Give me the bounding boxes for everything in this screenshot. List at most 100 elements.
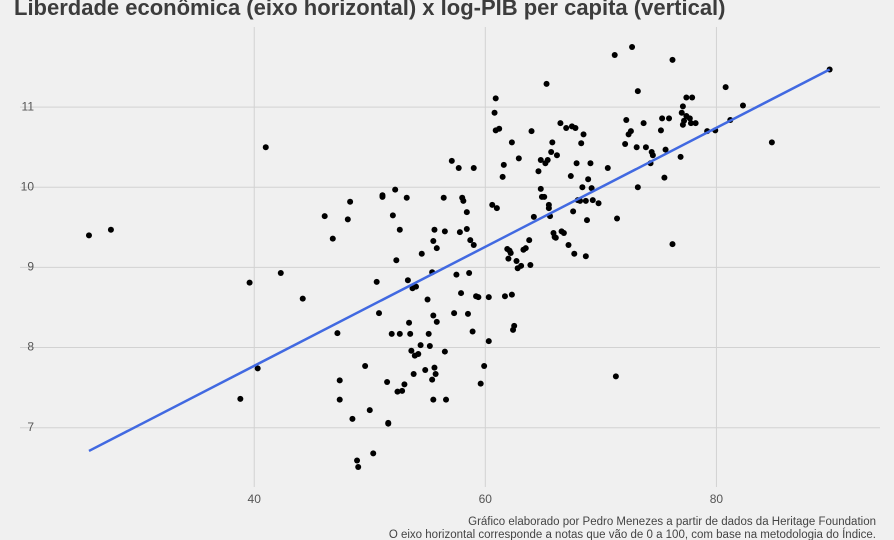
point [492,95,499,102]
grid: 7 8 9 10 11 40 60 80 [20,27,880,506]
point [573,160,580,167]
point [527,262,534,269]
point [485,294,492,301]
point [666,115,673,122]
point [578,140,585,147]
point [392,186,399,193]
point [394,388,401,395]
point [541,193,548,200]
marks [85,44,833,470]
point [321,213,328,220]
point [649,152,656,159]
point [634,184,641,191]
point [560,229,567,236]
point [424,296,431,303]
point [661,174,668,181]
point [669,241,676,248]
point [85,232,92,239]
point [262,144,269,151]
point [336,396,343,403]
point [418,250,425,257]
point [571,250,578,257]
point [407,330,414,337]
point [466,270,473,277]
point [388,330,395,337]
point [557,120,564,127]
point [470,241,477,248]
point [410,371,417,378]
point [440,194,447,201]
point [505,255,512,262]
point [433,245,440,252]
point [362,362,369,369]
point [349,415,356,422]
point [515,155,522,162]
point [431,226,438,233]
point [415,350,422,357]
point [299,295,306,302]
point [679,103,686,110]
point [491,109,498,116]
point [657,127,664,134]
point [489,201,496,208]
point [453,271,460,278]
point [589,197,596,204]
point [460,197,467,204]
point [334,330,341,337]
point [582,197,589,204]
point [499,173,506,180]
point [622,141,629,148]
point [376,310,383,317]
point [354,457,361,464]
point [399,387,406,394]
point [507,249,514,256]
point [580,131,587,138]
point [681,117,688,124]
point [475,294,482,301]
point [370,450,377,457]
point [583,217,590,224]
point [417,342,424,349]
point [549,139,556,146]
point [634,88,641,95]
point [443,396,450,403]
point [246,279,253,286]
point [526,237,533,244]
point [422,366,429,373]
point [393,257,400,264]
point [522,245,529,252]
point [739,102,746,109]
point [582,253,589,260]
point [441,228,448,235]
point [544,157,551,164]
point [687,120,694,127]
point [508,139,515,146]
trend-line [88,68,831,453]
point [563,124,570,131]
point [433,318,440,325]
point [344,216,351,223]
point [430,312,437,319]
point [470,165,477,172]
point [623,116,630,123]
point [396,330,403,337]
point [384,379,391,386]
point [448,157,455,164]
point [595,200,602,207]
point [373,278,380,285]
point [585,176,592,183]
point [588,185,595,192]
point [614,215,621,222]
point [548,149,555,156]
point [430,237,437,244]
point [107,226,114,233]
point [629,44,636,51]
point [493,205,500,212]
point [458,290,465,297]
point [692,120,699,127]
point [537,157,544,164]
point [469,328,476,335]
point [477,380,484,387]
point [485,338,492,345]
